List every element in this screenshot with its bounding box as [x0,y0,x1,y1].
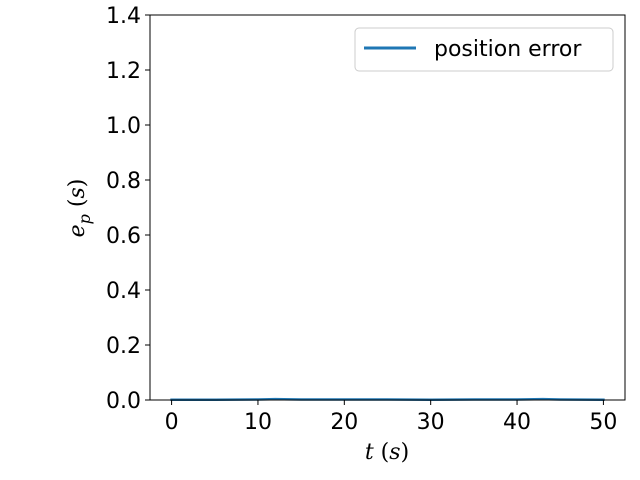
legend: position error [354,27,614,72]
x-tick-label: 20 [330,410,358,435]
legend-frame [354,27,614,72]
y-axis-label: ep (s) [65,179,94,238]
x-tick-label: 10 [244,410,272,435]
x-tick-label: 30 [417,410,445,435]
x-axis-label: t (s) [365,440,409,465]
y-tick-label: 1.4 [106,4,141,29]
axes: 0 10 20 30 40 50 0.0 0.2 0.4 0.6 0.8 1.0 1.2 1.4 [106,4,626,435]
y-tick-label: 0.6 [106,224,141,249]
x-tick-label: 0 [165,410,179,435]
y-tick-label: 1.2 [106,59,141,84]
y-tick-label: 0.8 [106,169,141,194]
y-tick-label: 1.0 [106,114,141,139]
y-tick-label: 0.4 [106,279,141,304]
y-tick-label: 0.0 [106,389,141,414]
x-tick-label: 40 [503,410,531,435]
series-line-position-error [170,397,605,401]
legend-label-position-error: position error [434,37,582,62]
x-tick-label: 50 [589,410,617,435]
plot-area [170,397,605,401]
y-tick-label: 0.2 [106,334,141,359]
axes-frame [149,14,626,401]
